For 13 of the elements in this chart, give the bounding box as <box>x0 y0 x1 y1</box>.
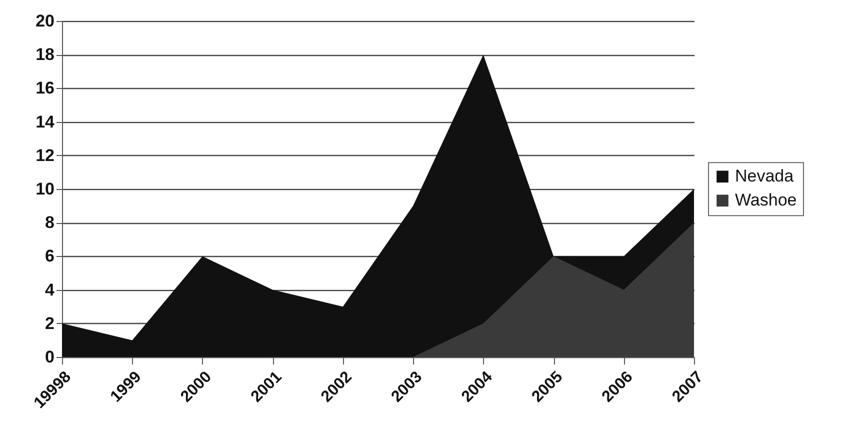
legend-label: Washoe <box>735 190 797 210</box>
y-tick-label: 2 <box>45 314 54 333</box>
y-tick-label: 4 <box>45 280 56 300</box>
y-tick-label: 0 <box>45 348 54 366</box>
y-tick-label: 18 <box>36 45 54 64</box>
y-tick-label: 6 <box>45 246 54 266</box>
y-tick-label: 16 <box>36 78 54 98</box>
y-tick-label: 10 <box>36 180 54 198</box>
y-tick-label: 12 <box>36 146 54 165</box>
y-tick-label: 14 <box>36 112 56 132</box>
y-tick-label: 20 <box>36 12 54 30</box>
y-tick-label: 8 <box>45 213 54 232</box>
legend-label: Nevada <box>735 166 794 186</box>
